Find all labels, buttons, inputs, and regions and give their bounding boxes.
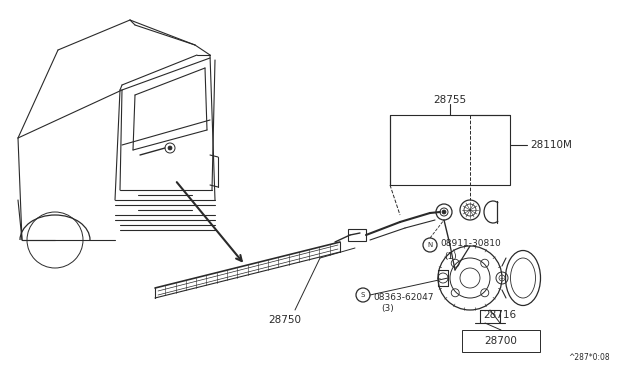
Text: 28716: 28716 xyxy=(483,310,516,320)
Text: N: N xyxy=(428,242,433,248)
Bar xyxy=(390,115,510,185)
Text: 08911-30810: 08911-30810 xyxy=(440,238,500,247)
Bar xyxy=(462,330,540,352)
Text: (1): (1) xyxy=(444,253,457,262)
Text: 08363-62047: 08363-62047 xyxy=(373,292,433,301)
Text: ^287*0:08: ^287*0:08 xyxy=(568,353,610,362)
Text: S: S xyxy=(361,292,365,298)
Text: (3): (3) xyxy=(381,305,394,314)
Circle shape xyxy=(442,210,446,214)
Text: 28750: 28750 xyxy=(269,315,301,325)
Text: 28110M: 28110M xyxy=(530,140,572,150)
Circle shape xyxy=(168,146,172,150)
Text: 28755: 28755 xyxy=(433,95,467,105)
Bar xyxy=(348,229,366,241)
Text: 28700: 28700 xyxy=(484,336,517,346)
